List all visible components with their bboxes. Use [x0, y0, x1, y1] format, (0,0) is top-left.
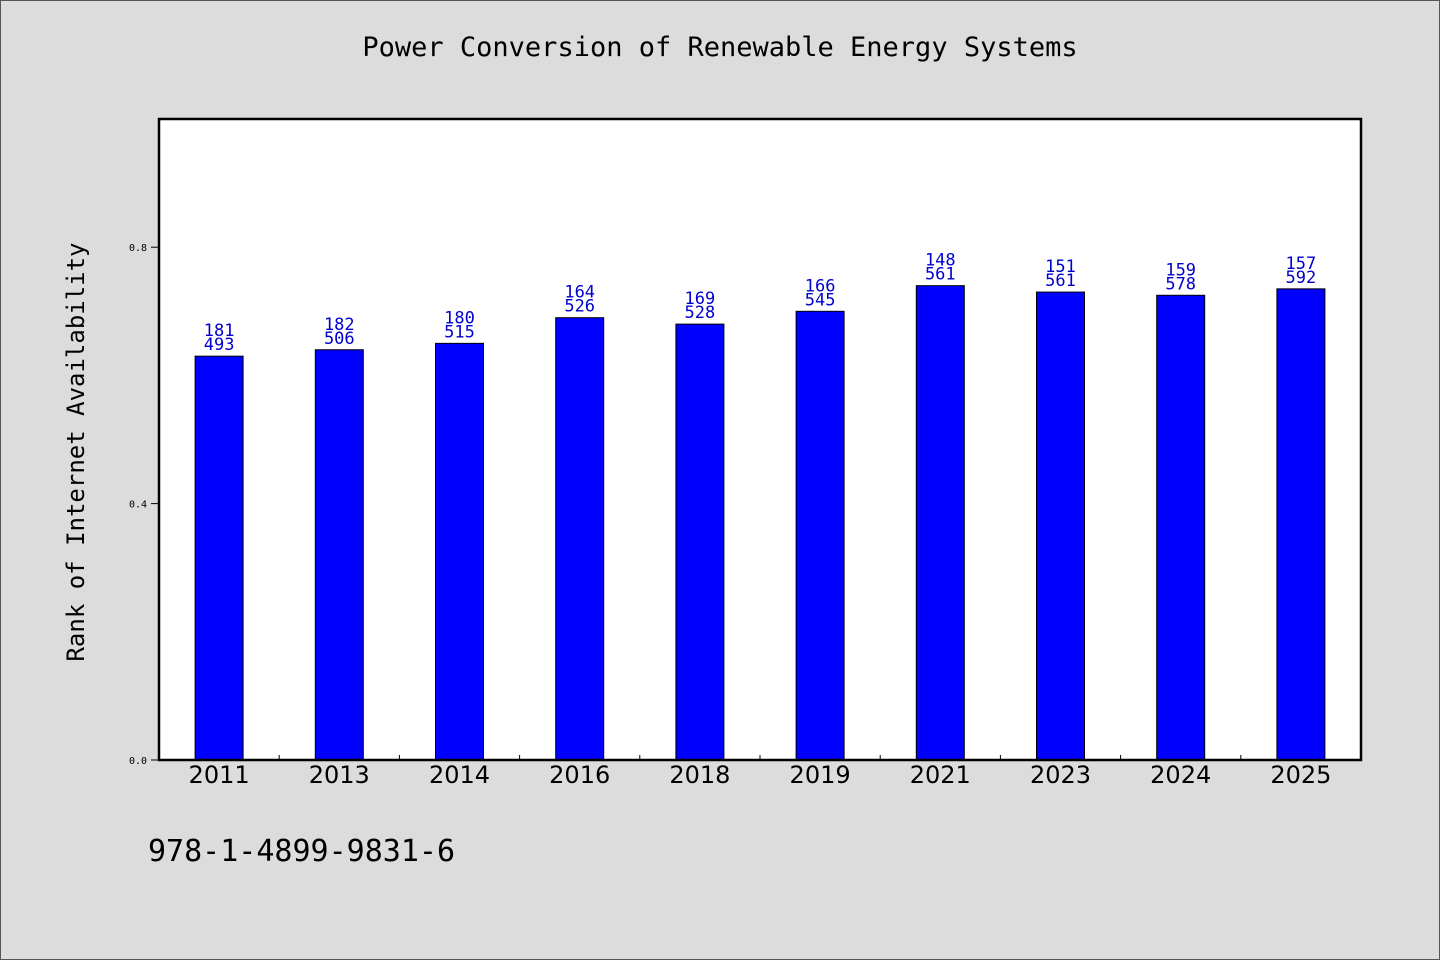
x-tick-label: 2024: [1150, 761, 1211, 789]
bar: [1036, 291, 1085, 761]
bar-data-label: 561: [925, 265, 956, 285]
x-tick-label: 2014: [429, 761, 490, 789]
x-tick-label: 2019: [790, 761, 851, 789]
bar: [1276, 288, 1326, 761]
bar: [194, 355, 244, 761]
bar-data-label: 592: [1286, 268, 1317, 288]
bar-data-label: 180: [444, 308, 475, 328]
bar: [555, 317, 605, 761]
x-tick-label: 2011: [189, 761, 250, 789]
bar: [915, 285, 965, 761]
bar-data-label: 164: [564, 283, 595, 303]
x-tick-label: 2018: [669, 761, 730, 789]
bar-data-label: 151: [1045, 257, 1076, 277]
x-tick-label: 2016: [549, 761, 610, 789]
x-tick-label: 2021: [910, 761, 971, 789]
y-tick-label: 0.0: [129, 756, 147, 767]
bar-data-label: 515: [444, 322, 475, 342]
bar: [1156, 294, 1206, 761]
bar-data-label: 181: [204, 321, 235, 341]
bar: [675, 323, 725, 761]
bar-data-label: 166: [805, 276, 836, 296]
bar: [795, 310, 845, 761]
bar-data-label: 157: [1286, 254, 1317, 274]
bar-data-label: 182: [324, 315, 355, 335]
bar-data-label: 578: [1165, 274, 1196, 294]
bar-data-label: 526: [564, 297, 595, 317]
bar-data-label: 506: [324, 329, 355, 349]
x-tick-label: 2023: [1030, 761, 1091, 789]
y-tick-label: 0.4: [129, 500, 147, 511]
bar-data-label: 169: [685, 289, 716, 309]
bar-data-label: 148: [925, 251, 956, 271]
chart-title: Power Conversion of Renewable Energy Sys…: [362, 32, 1078, 63]
x-tick-label: 2013: [309, 761, 370, 789]
x-tick-label: 2025: [1270, 761, 1331, 789]
bar-data-label: 561: [1045, 271, 1076, 291]
isbn-footnote: 978-1-4899-9831-6: [148, 834, 456, 869]
y-tick-label: 0.8: [129, 243, 147, 254]
bar-data-label: 528: [685, 303, 716, 323]
bar-data-label: 545: [805, 290, 836, 310]
bar: [314, 349, 364, 761]
bar-data-label: 159: [1165, 260, 1196, 280]
plot-border: [157, 117, 1363, 762]
bar-data-label: 493: [204, 335, 235, 355]
bar: [435, 342, 484, 761]
